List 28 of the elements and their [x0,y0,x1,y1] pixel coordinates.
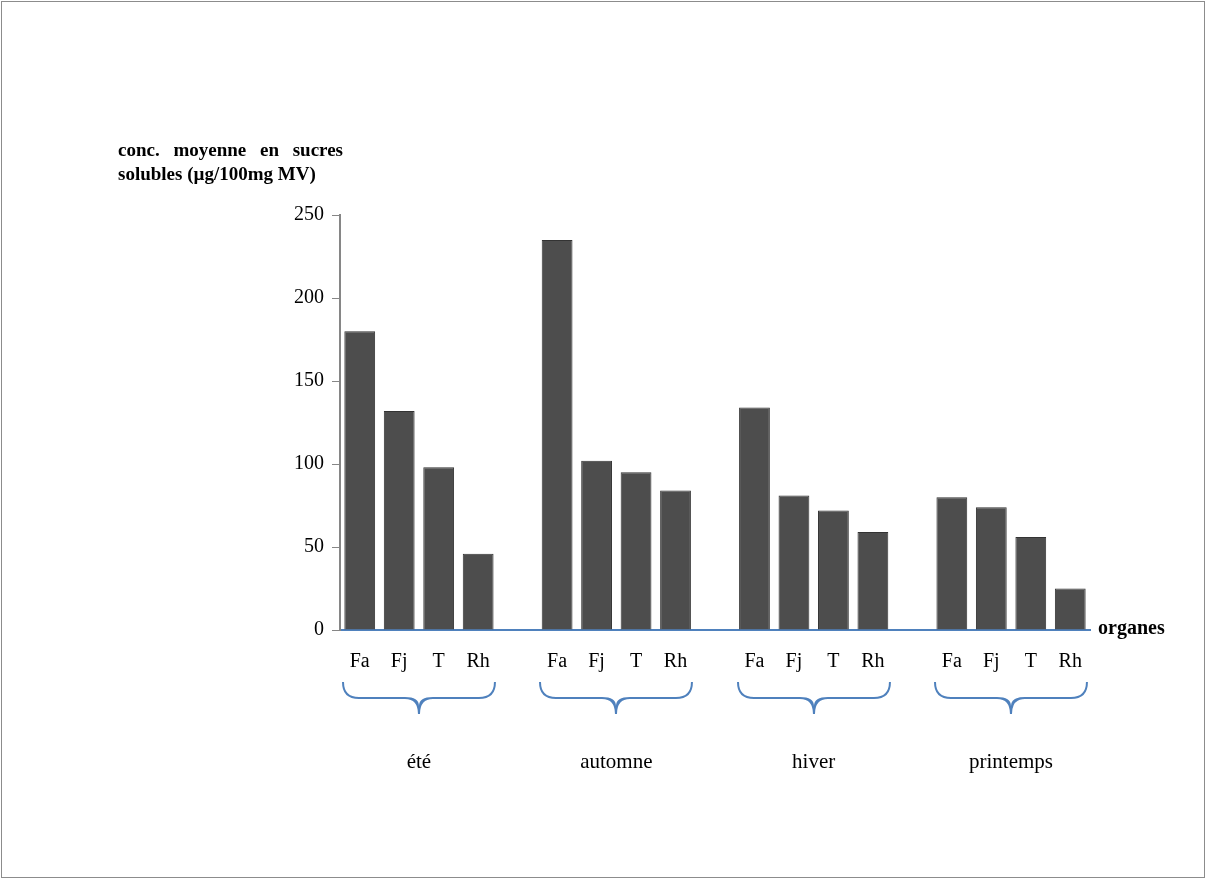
x-tick-label: Fj [982,649,1000,673]
x-tick-label: Rh [466,649,490,672]
text: printemps [969,749,1054,774]
x-tick-label: Fa [547,649,568,672]
x-tick-label: Rh [861,649,885,672]
text: automne [580,749,653,774]
y-tick-label: 200 [294,285,324,308]
x-tick-label: Rh [663,649,688,672]
x-tick-label: Fj [390,649,408,673]
x-tick-label: Rh [1058,649,1082,672]
y-tick-label: 250 [294,202,324,225]
x-tick-label: T [629,649,643,672]
y-axis-title: conc. moyenne en sucres solubles (µg/100mg MV) [118,138,343,186]
x-axis-title: organes [1098,616,1165,639]
y-tick-label: 0 [314,617,324,640]
x-tick-label: Fj [588,649,605,673]
y-tick-label: 150 [294,368,324,391]
y-tick-label: 50 [304,534,324,557]
x-tick-label: Fa [349,649,370,672]
text: été [406,749,432,774]
x-tick-label: T [1024,649,1037,672]
x-tick-label: Fj [785,649,803,673]
text: hiver [792,749,836,774]
x-tick-label: T [432,649,445,672]
x-tick-label: T [827,649,840,672]
y-tick-label: 100 [294,451,324,474]
x-tick-label: Fa [941,649,962,672]
x-tick-label: Fa [744,649,765,672]
